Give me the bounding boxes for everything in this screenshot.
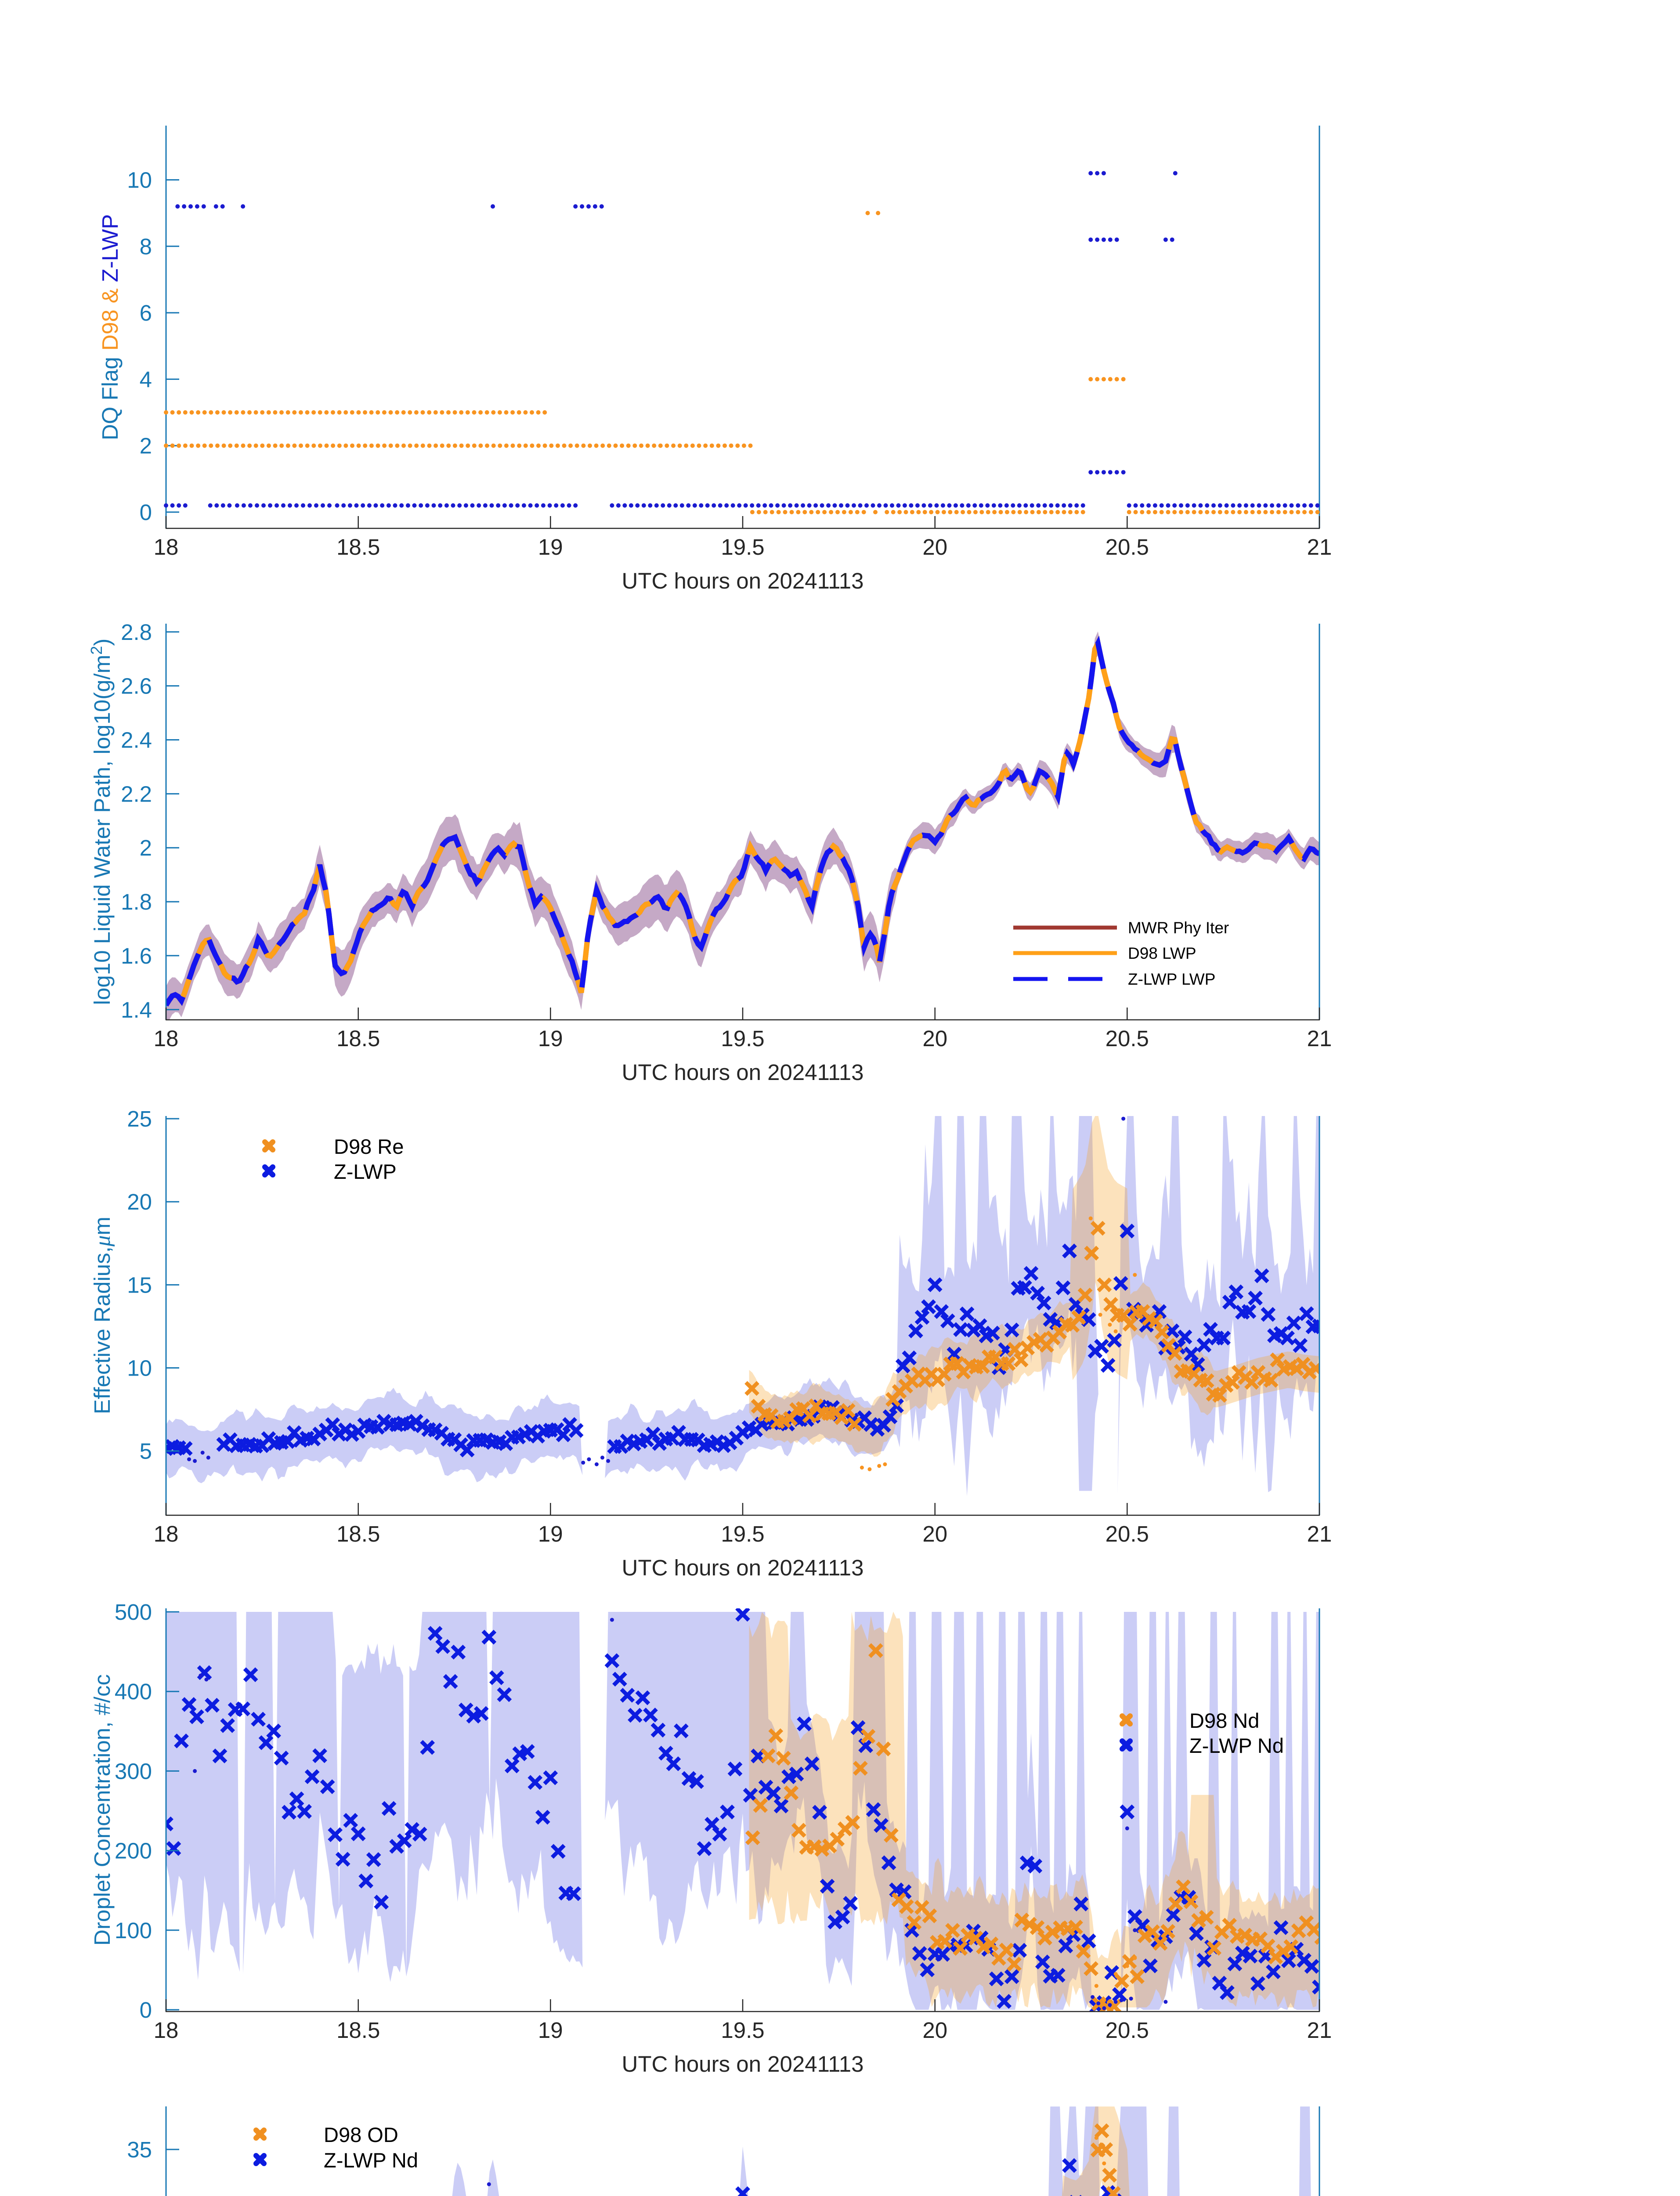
- svg-text:20.5: 20.5: [1106, 535, 1149, 560]
- svg-text:15: 15: [127, 1272, 152, 1297]
- svg-text:18.5: 18.5: [336, 2018, 380, 2043]
- svg-text:19.5: 19.5: [721, 1026, 764, 1051]
- svg-text:D98 Nd: D98 Nd: [1189, 1709, 1259, 1732]
- svg-text:2.2: 2.2: [121, 781, 152, 806]
- svg-text:2.4: 2.4: [121, 728, 152, 753]
- svg-text:20.5: 20.5: [1106, 2018, 1149, 2043]
- svg-text:20: 20: [922, 1521, 947, 1546]
- svg-text:DQ Flag D98 & Z-LWP: DQ Flag D98 & Z-LWP: [98, 214, 123, 441]
- svg-text:0: 0: [140, 1997, 152, 2023]
- svg-text:Z-LWP LWP: Z-LWP LWP: [1128, 970, 1215, 988]
- svg-text:21: 21: [1307, 1521, 1332, 1546]
- svg-text:1.8: 1.8: [121, 889, 152, 914]
- svg-text:19.5: 19.5: [721, 2018, 764, 2043]
- svg-text:10: 10: [127, 168, 152, 193]
- svg-text:2.8: 2.8: [121, 620, 152, 645]
- svg-text:35: 35: [127, 2137, 152, 2162]
- svg-text:UTC hours on 20241113: UTC hours on 20241113: [622, 2052, 864, 2077]
- svg-text:2: 2: [140, 433, 152, 459]
- svg-text:18.5: 18.5: [336, 1521, 380, 1546]
- svg-text:400: 400: [115, 1679, 152, 1704]
- svg-text:19: 19: [538, 535, 563, 560]
- svg-text:20: 20: [922, 1026, 947, 1051]
- svg-text:19: 19: [538, 1521, 563, 1546]
- svg-text:Effective Radius,μm: Effective Radius,μm: [90, 1217, 115, 1414]
- svg-text:UTC hours on 20241113: UTC hours on 20241113: [622, 568, 864, 593]
- svg-text:200: 200: [115, 1838, 152, 1864]
- svg-text:20: 20: [922, 2018, 947, 2043]
- svg-text:0: 0: [140, 500, 152, 525]
- svg-text:19.5: 19.5: [721, 535, 764, 560]
- svg-text:UTC hours on 20241113: UTC hours on 20241113: [622, 1555, 864, 1580]
- svg-text:19: 19: [538, 1026, 563, 1051]
- svg-text:19.5: 19.5: [721, 1521, 764, 1546]
- svg-text:300: 300: [115, 1759, 152, 1784]
- svg-text:5: 5: [140, 1439, 152, 1464]
- svg-text:UTC hours on 20241113: UTC hours on 20241113: [622, 1060, 864, 1085]
- svg-text:log10 Liquid Water Path, log10: log10 Liquid Water Path, log10(g/m2): [87, 639, 115, 1005]
- svg-text:2: 2: [140, 835, 152, 860]
- svg-text:18: 18: [154, 1026, 179, 1051]
- svg-text:20: 20: [922, 535, 947, 560]
- svg-text:Z-LWP Nd: Z-LWP Nd: [1189, 1734, 1284, 1757]
- svg-text:Droplet Concentration, #/cc: Droplet Concentration, #/cc: [90, 1674, 115, 1946]
- svg-text:19: 19: [538, 2018, 563, 2043]
- svg-text:18: 18: [154, 1521, 179, 1546]
- svg-text:500: 500: [115, 1600, 152, 1625]
- svg-text:D98 OD: D98 OD: [324, 2123, 398, 2146]
- svg-text:Z-LWP Nd: Z-LWP Nd: [324, 2149, 418, 2172]
- svg-text:21: 21: [1307, 1026, 1332, 1051]
- svg-text:1.6: 1.6: [121, 943, 152, 968]
- svg-text:6: 6: [140, 300, 152, 325]
- svg-text:8: 8: [140, 234, 152, 259]
- svg-text:4: 4: [140, 367, 152, 392]
- svg-text:18.5: 18.5: [336, 535, 380, 560]
- svg-text:2.6: 2.6: [121, 674, 152, 699]
- svg-text:Z-LWP: Z-LWP: [334, 1160, 397, 1183]
- svg-text:100: 100: [115, 1918, 152, 1943]
- svg-text:20: 20: [127, 1189, 152, 1214]
- svg-text:21: 21: [1307, 535, 1332, 560]
- svg-text:1.4: 1.4: [121, 997, 152, 1022]
- svg-text:21: 21: [1307, 2018, 1332, 2043]
- svg-text:D98 LWP: D98 LWP: [1128, 944, 1196, 962]
- svg-text:10: 10: [127, 1356, 152, 1381]
- svg-text:18: 18: [154, 2018, 179, 2043]
- svg-text:18: 18: [154, 535, 179, 560]
- svg-text:MWR Phy Iter: MWR Phy Iter: [1128, 919, 1229, 937]
- svg-text:20.5: 20.5: [1106, 1521, 1149, 1546]
- svg-text:18.5: 18.5: [336, 1026, 380, 1051]
- svg-text:25: 25: [127, 1106, 152, 1131]
- svg-text:30: 30: [127, 2195, 152, 2196]
- svg-text:20.5: 20.5: [1106, 1026, 1149, 1051]
- svg-text:D98 Re: D98 Re: [334, 1135, 404, 1158]
